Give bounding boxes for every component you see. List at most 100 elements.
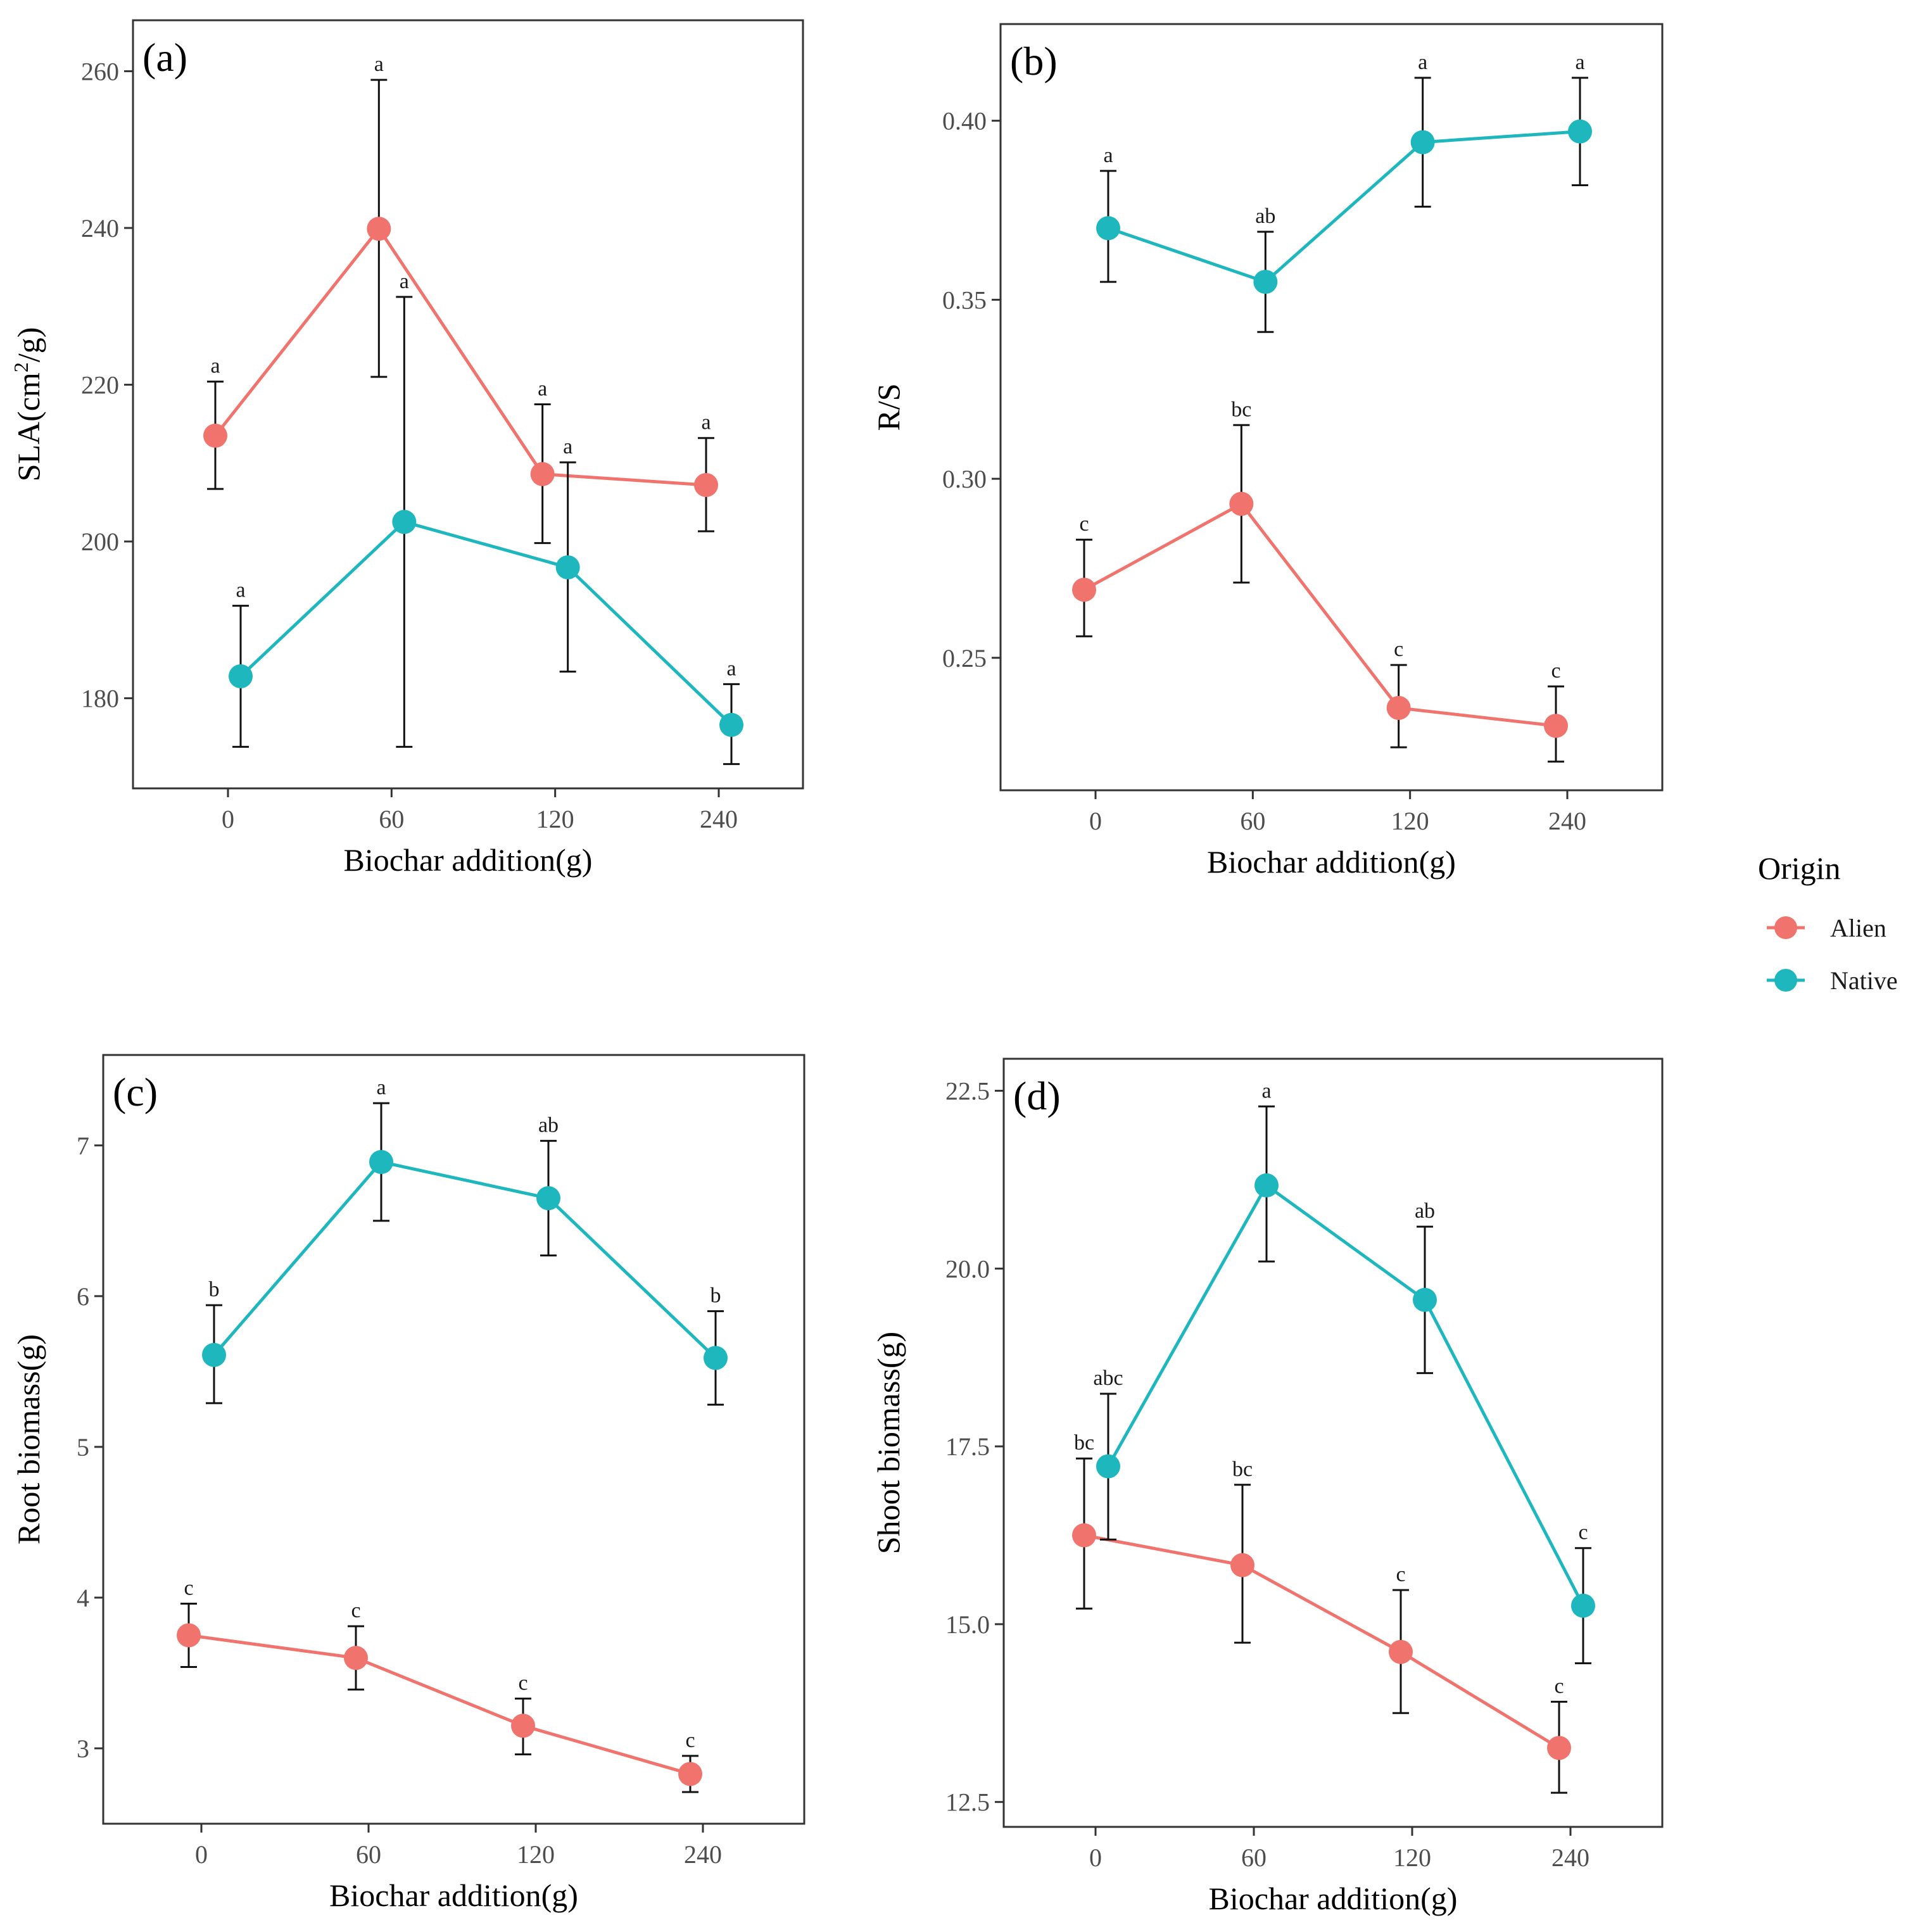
y-axis-title-a: SLA(cm2/g) <box>9 327 46 482</box>
plot-frame-b <box>999 23 1664 792</box>
series-line-native-b <box>1108 130 1581 284</box>
panel-label-b: (b) <box>1010 39 1058 84</box>
significance-label-alien-b: c <box>1079 512 1089 536</box>
x-tick-label-a: 60 <box>379 805 404 833</box>
significance-label-alien-c: c <box>184 1576 193 1600</box>
significance-label-native-c: a <box>376 1076 386 1099</box>
legend-marker-native <box>1774 969 1797 992</box>
data-point-alien-d <box>1547 1736 1571 1760</box>
significance-label-native-a: a <box>563 435 572 458</box>
data-point-native-b <box>1253 270 1278 294</box>
series-line-native-d <box>1106 1183 1585 1607</box>
data-point-native-b <box>1096 216 1120 241</box>
x-tick-label-d: 120 <box>1393 1843 1431 1872</box>
data-point-alien-d <box>1072 1523 1096 1548</box>
panel-d: 12.5 15.0 17.5 20.0 22.5 0 60 120 240 Biochar add… <box>871 1058 1664 1916</box>
x-axis-title-b: Biochar addition(g) <box>1207 844 1456 880</box>
significance-label-native-b: a <box>1575 51 1584 74</box>
series-line-native-c <box>213 1160 717 1360</box>
significance-label-alien-c: c <box>351 1599 360 1622</box>
x-tick-label-c: 120 <box>517 1840 555 1869</box>
legend-label-native: Native <box>1830 966 1898 995</box>
data-point-native-b <box>1410 130 1435 155</box>
significance-label-alien-b: c <box>1551 659 1560 683</box>
y-tick-label-b: 0.25 <box>942 644 987 672</box>
data-point-native-a <box>392 510 417 534</box>
x-axis-title-c: Biochar addition(g) <box>329 1878 578 1913</box>
data-point-native-d <box>1254 1173 1279 1197</box>
x-axis-title-d: Biochar addition(g) <box>1209 1881 1458 1916</box>
series-line-alien-a <box>214 225 707 487</box>
panel-a: 180 200 220 240 260 0 60 120 240 Biochar addition… <box>9 19 804 878</box>
y-tick-label-c: 5 <box>77 1433 89 1462</box>
significance-label-native-c: b <box>209 1278 220 1301</box>
significance-label-native-b: a <box>1418 51 1427 74</box>
x-tick-label-d: 60 <box>1241 1843 1267 1872</box>
legend-item-alien: Alien <box>1767 914 1886 942</box>
x-tick-label-a: 240 <box>700 805 738 833</box>
significance-label-native-c: b <box>711 1284 721 1308</box>
y-axis-title-b: R/S <box>871 383 906 431</box>
data-point-native-c <box>536 1186 560 1211</box>
y-tick-label-d: 20.0 <box>945 1254 990 1283</box>
x-tick-label-c: 60 <box>356 1840 381 1869</box>
y-tick-label-a: 240 <box>81 214 119 243</box>
y-tick-label-c: 3 <box>77 1734 89 1763</box>
significance-label-alien-b: bc <box>1231 398 1251 421</box>
data-point-native-c <box>369 1150 393 1175</box>
significance-label-native-a: a <box>400 270 409 293</box>
data-point-native-a <box>229 664 253 689</box>
data-point-native-a <box>719 712 743 737</box>
x-tick-label-b: 120 <box>1391 807 1429 835</box>
significance-label-alien-a: a <box>538 377 547 401</box>
legend-item-native: Native <box>1767 966 1898 995</box>
panel-c: 3 4 5 6 7 0 60 120 240 Biochar addition(g) Root bi… <box>11 1054 806 1913</box>
significance-label-native-c: ab <box>538 1114 559 1137</box>
significance-label-native-d: abc <box>1093 1367 1123 1390</box>
y-tick-label-d: 15.0 <box>945 1610 990 1639</box>
significance-label-native-d: c <box>1578 1521 1588 1544</box>
series-line-native-a <box>239 520 733 726</box>
legend: Origin Alien Native <box>1758 850 1898 995</box>
y-tick-label-c: 7 <box>77 1132 89 1160</box>
plot-frame-c <box>102 1054 806 1825</box>
y-tick-label-c: 6 <box>77 1282 89 1311</box>
data-point-native-c <box>704 1346 728 1370</box>
significance-label-alien-d: c <box>1396 1563 1405 1586</box>
significance-label-alien-a: a <box>701 411 711 434</box>
x-tick-label-a: 0 <box>222 805 234 833</box>
x-tick-label-b: 60 <box>1240 807 1265 835</box>
x-axis-title-a: Biochar addition(g) <box>344 842 593 878</box>
panel-label-d: (d) <box>1013 1073 1061 1118</box>
data-point-alien-d <box>1389 1639 1413 1664</box>
panel-b: 0.25 0.30 0.35 0.40 0 60 120 240 Biochar additio… <box>871 23 1664 880</box>
data-point-alien-a <box>530 462 555 486</box>
data-point-native-a <box>555 555 580 579</box>
data-point-alien-b <box>1229 491 1254 516</box>
panel-label-a: (a) <box>142 35 187 80</box>
data-point-native-d <box>1413 1287 1437 1312</box>
significance-label-native-a: a <box>726 657 736 680</box>
y-tick-label-a: 200 <box>81 527 119 556</box>
data-point-alien-d <box>1230 1553 1254 1577</box>
x-tick-label-b: 240 <box>1548 807 1586 835</box>
data-point-alien-b <box>1544 714 1568 738</box>
data-point-native-d <box>1096 1454 1120 1479</box>
y-tick-label-a: 220 <box>81 371 119 400</box>
significance-label-native-b: ab <box>1255 205 1275 228</box>
x-tick-label-d: 0 <box>1089 1843 1102 1872</box>
y-tick-label-d: 17.5 <box>945 1432 990 1461</box>
x-tick-label-a: 120 <box>536 805 574 833</box>
data-point-alien-c <box>344 1646 368 1670</box>
y-tick-label-d: 12.5 <box>945 1788 990 1817</box>
plot-frame-d <box>1002 1058 1664 1828</box>
significance-label-alien-c: c <box>685 1729 695 1752</box>
data-point-alien-a <box>367 217 391 241</box>
data-point-native-c <box>202 1342 226 1367</box>
significance-label-native-d: a <box>1261 1079 1271 1102</box>
y-tick-label-b: 0.40 <box>942 107 987 136</box>
data-point-alien-c <box>177 1623 201 1648</box>
significance-label-alien-a: a <box>374 53 384 76</box>
significance-label-native-b: a <box>1103 144 1113 167</box>
